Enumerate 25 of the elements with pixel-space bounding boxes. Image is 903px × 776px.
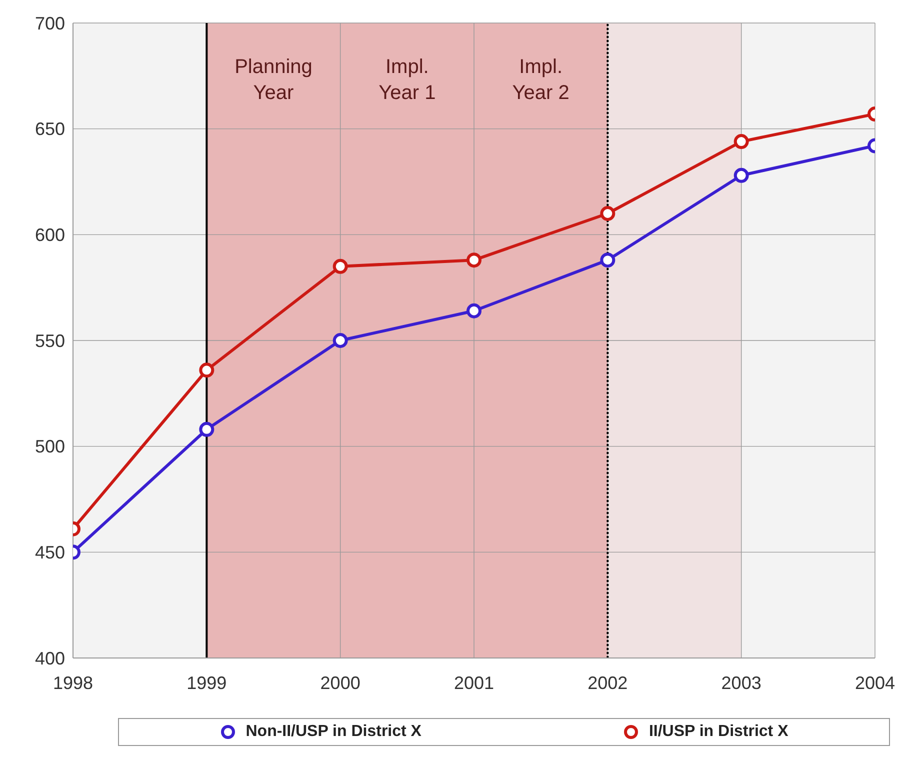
x-tick-label: 2003 xyxy=(721,672,762,693)
band-label: Impl. Year 1 xyxy=(378,56,436,104)
legend-label: II/USP in District X xyxy=(648,723,788,741)
y-tick-label: 650 xyxy=(34,119,65,140)
point xyxy=(466,252,482,268)
y-tick-label: 550 xyxy=(34,330,65,351)
legend-label: Non-II/USP in District X xyxy=(244,723,422,741)
band-label: Impl. Year 2 xyxy=(512,56,570,104)
x-tick-label: 2000 xyxy=(320,672,360,693)
x-tick-label: 2004 xyxy=(854,672,896,693)
point xyxy=(600,252,616,268)
point xyxy=(332,258,348,274)
point xyxy=(466,303,482,318)
x-tick-label: 2002 xyxy=(588,672,628,693)
x-tick-label: 2001 xyxy=(454,672,494,693)
point xyxy=(600,206,616,221)
y-tick-label: 450 xyxy=(34,542,65,563)
y-tick-label: 700 xyxy=(34,13,65,34)
x-tick-label: 1999 xyxy=(186,672,227,693)
y-tick-label: 600 xyxy=(34,225,65,246)
y-tick-label: 400 xyxy=(34,648,65,668)
y-tick-label: 500 xyxy=(34,436,65,457)
point xyxy=(332,333,348,348)
x-tick-label: 1998 xyxy=(52,672,94,693)
band-label: Planning Year xyxy=(234,56,312,104)
